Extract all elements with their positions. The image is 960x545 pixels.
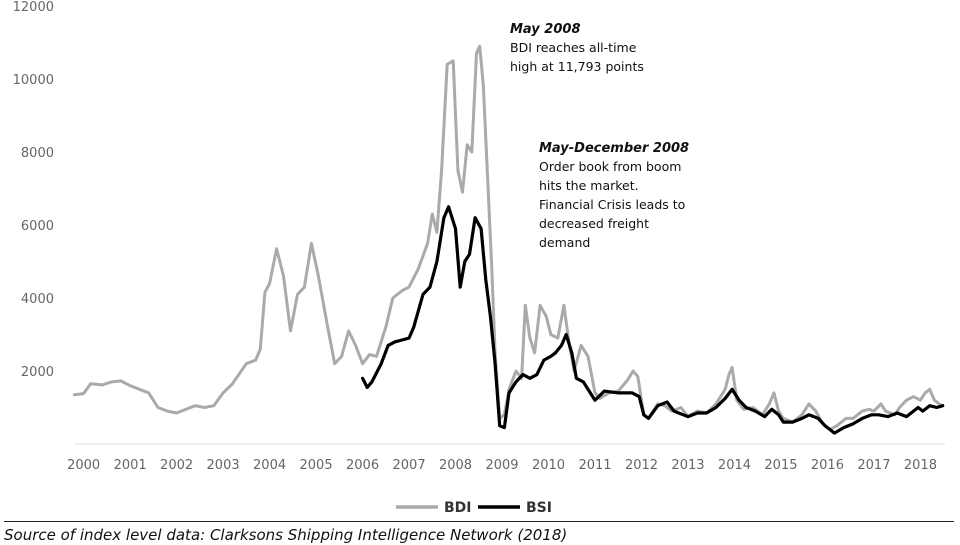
annotation-may-2008: May 2008 BDI reaches all-time high at 11,7… — [510, 22, 644, 74]
y-tick-label: 10000 — [13, 73, 54, 88]
x-tick-label: 2012 — [625, 458, 658, 473]
annotation-line: hits the market. — [539, 178, 639, 193]
annotation-title: May 2008 — [510, 22, 581, 37]
annotation-may-dec-2008: May-December 2008 Order book from boom hit… — [539, 141, 689, 250]
x-tick-label: 2001 — [114, 458, 147, 473]
y-axis-tick-labels: 2000 4000 6000 8000 10000 12000 — [13, 0, 54, 380]
source-note: Source of index level data: Clarksons Sh… — [4, 521, 954, 545]
y-tick-label: 2000 — [21, 365, 54, 380]
legend-item-bsi: BSI — [478, 500, 552, 516]
x-tick-label: 2015 — [764, 458, 797, 473]
x-tick-label: 2004 — [253, 458, 286, 473]
x-axis-tick-labels: 2000 2001 2002 2003 2004 2005 2006 2007 2008 2009… — [67, 458, 937, 473]
x-tick-label: 2003 — [207, 458, 240, 473]
series-line-bsi — [361, 205, 945, 435]
annotation-line: Financial Crisis leads to — [539, 197, 685, 212]
annotations-layer: May 2008 BDI reaches all-time high at 11,7… — [510, 22, 689, 250]
x-tick-label: 2016 — [811, 458, 844, 473]
x-tick-label: 2018 — [904, 458, 937, 473]
x-tick-label: 2007 — [393, 458, 426, 473]
y-tick-label: 4000 — [21, 292, 54, 307]
series-line-bdi — [72, 44, 943, 431]
annotation-line: BDI reaches all-time — [510, 40, 637, 55]
annotation-line: decreased freight — [539, 216, 649, 231]
y-tick-label: 12000 — [13, 0, 54, 15]
y-tick-label: 6000 — [21, 219, 54, 234]
x-tick-label: 2005 — [300, 458, 333, 473]
annotation-line: high at 11,793 points — [510, 59, 644, 74]
x-tick-label: 2011 — [578, 458, 611, 473]
x-tick-label: 2008 — [439, 458, 472, 473]
x-tick-label: 2002 — [160, 458, 193, 473]
x-tick-label: 2009 — [485, 458, 518, 473]
annotation-line: demand — [539, 235, 590, 250]
legend-label: BDI — [444, 500, 472, 516]
x-tick-label: 2000 — [67, 458, 100, 473]
y-tick-label: 8000 — [21, 146, 54, 161]
x-tick-label: 2014 — [718, 458, 751, 473]
x-tick-label: 2013 — [671, 458, 704, 473]
legend-label: BSI — [526, 500, 552, 516]
legend-item-bdi: BDI — [396, 500, 472, 516]
legend: BDI BSI — [396, 500, 552, 516]
series-layer — [72, 44, 945, 435]
annotation-line: Order book from boom — [539, 159, 681, 174]
x-tick-label: 2017 — [857, 458, 890, 473]
x-tick-label: 2006 — [346, 458, 379, 473]
annotation-title: May-December 2008 — [539, 141, 689, 156]
x-tick-label: 2010 — [532, 458, 565, 473]
